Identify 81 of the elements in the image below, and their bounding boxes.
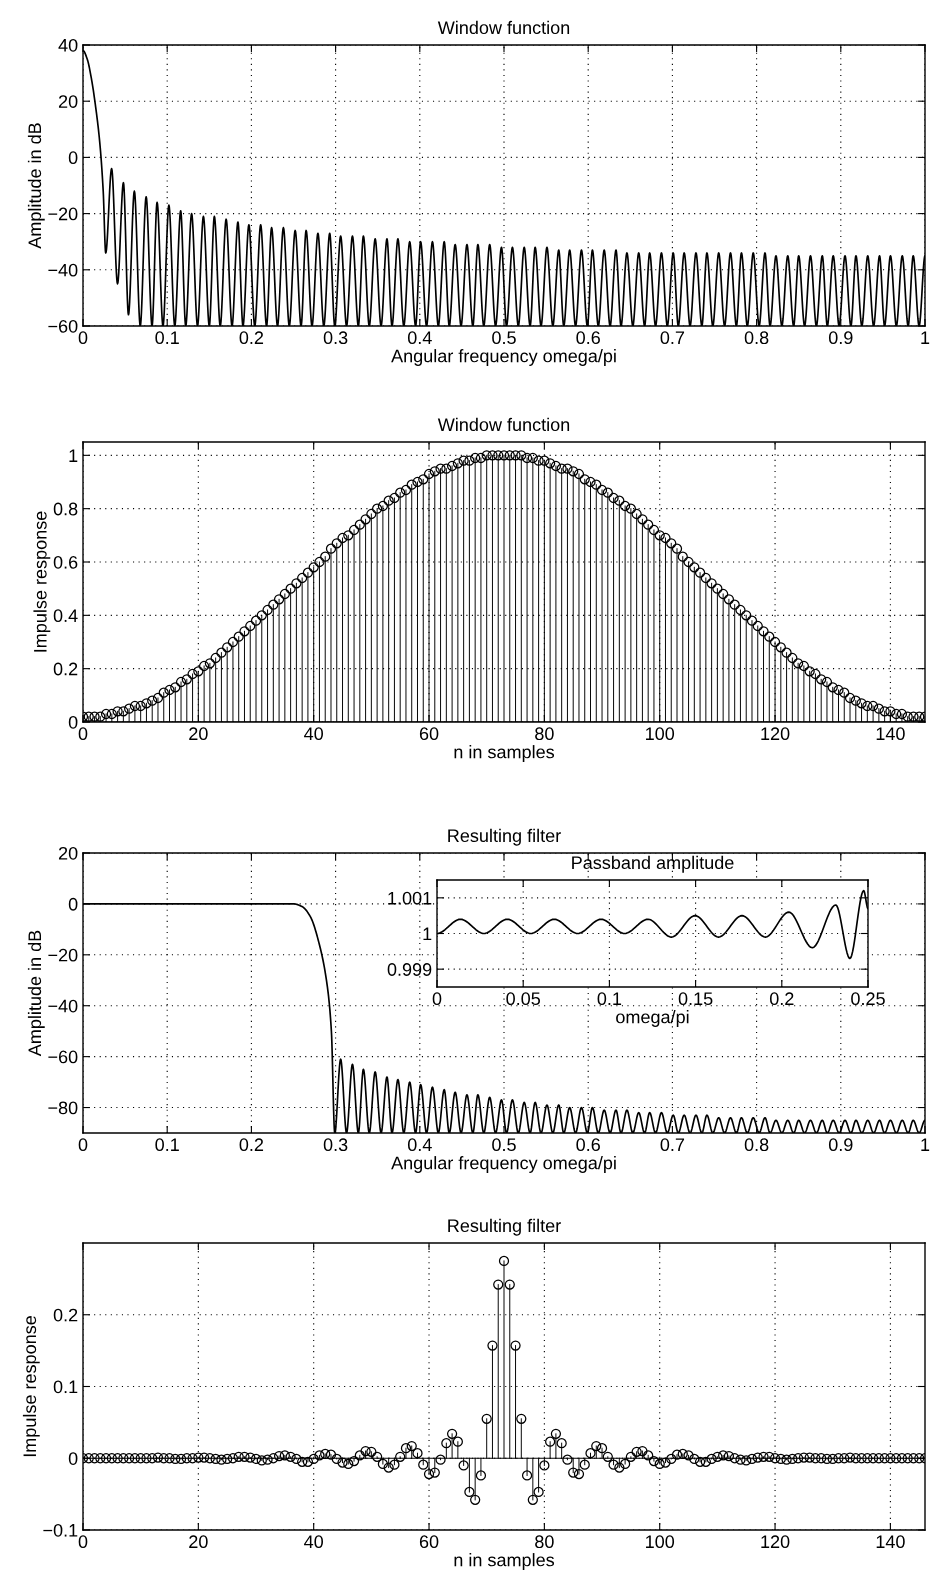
y-tick-label: 0.1 xyxy=(53,1380,78,1394)
x-tick-label: 1 xyxy=(921,1138,930,1151)
x-tick-label: 0.1 xyxy=(155,1138,179,1152)
x-tick-label: 140 xyxy=(876,727,905,741)
x-tick-label: 60 xyxy=(419,1535,439,1549)
y-tick-label: 1.001 xyxy=(388,891,432,905)
x-tick-label: 0.8 xyxy=(744,331,769,345)
x-tick-label: 40 xyxy=(304,1535,324,1549)
x-tick-label: 0.2 xyxy=(239,1138,264,1152)
x-tick-label: 140 xyxy=(876,1535,905,1549)
chart-title: Resulting filter xyxy=(448,828,561,846)
x-axis-title: n in samples xyxy=(454,745,555,762)
x-tick-label: 0 xyxy=(432,992,442,1006)
x-tick-label: 0.7 xyxy=(660,331,685,345)
y-tick-label: −0.1 xyxy=(43,1523,78,1537)
y-tick-label: 0.6 xyxy=(53,555,78,569)
x-tick-label: 100 xyxy=(646,727,675,741)
x-tick-label: 0 xyxy=(78,331,88,345)
x-tick-label: 0 xyxy=(78,1138,88,1152)
x-tick-label: 20 xyxy=(189,727,208,741)
x-tick-label: 120 xyxy=(761,1535,790,1549)
y-tick-label: −20 xyxy=(48,948,78,962)
x-tick-label: 60 xyxy=(419,727,439,741)
x-tick-label: 40 xyxy=(304,727,324,741)
x-tick-label: 0.25 xyxy=(851,992,885,1006)
y-tick-label: 0 xyxy=(68,897,78,911)
y-tick-label: 1 xyxy=(423,927,432,941)
x-tick-label: 0.5 xyxy=(492,331,516,345)
y-tick-label: 0.8 xyxy=(53,502,78,516)
chart-title: Window function xyxy=(437,20,570,35)
y-tick-label: 1 xyxy=(69,449,78,462)
y-tick-label: −20 xyxy=(48,207,78,221)
chart-title: Window function xyxy=(437,417,570,432)
x-axis-title: Angular frequency omega/pi xyxy=(391,349,616,366)
y-tick-label: 0.2 xyxy=(53,662,78,676)
y-axis-title: Amplitude in dB xyxy=(27,123,45,249)
x-tick-label: 0 xyxy=(78,727,88,741)
x-tick-label: 0.05 xyxy=(506,992,541,1006)
chart-title: Resulting filter xyxy=(448,1218,561,1236)
y-tick-label: −40 xyxy=(48,263,78,277)
x-tick-label: 80 xyxy=(535,727,554,741)
y-axis-title: Impulse response xyxy=(33,511,51,652)
y-tick-label: −60 xyxy=(48,319,78,333)
x-tick-label: 0.9 xyxy=(828,1138,853,1152)
x-axis-title: omega/pi xyxy=(616,1010,689,1027)
x-tick-label: 0.3 xyxy=(323,331,348,345)
y-tick-label: 0 xyxy=(68,151,78,165)
y-tick-label: −80 xyxy=(48,1101,78,1115)
y-tick-label: 20 xyxy=(58,846,78,860)
y-axis-title: Amplitude in dB xyxy=(27,930,45,1057)
x-tick-label: 0 xyxy=(78,1535,88,1549)
x-tick-label: 20 xyxy=(189,1535,208,1549)
y-tick-label: 20 xyxy=(58,95,78,108)
x-tick-label: 0.7 xyxy=(660,1138,685,1152)
x-tick-label: 0.8 xyxy=(744,1138,769,1152)
x-tick-label: 100 xyxy=(646,1535,675,1549)
x-tick-label: 0.15 xyxy=(678,992,713,1006)
y-axis-title: Impulse response xyxy=(22,1316,40,1457)
y-tick-label: 0.2 xyxy=(53,1308,78,1322)
x-tick-label: 0.1 xyxy=(597,992,622,1006)
x-tick-label: 0.2 xyxy=(239,331,264,345)
x-tick-label: 120 xyxy=(761,727,790,741)
y-tick-label: −60 xyxy=(48,1050,78,1064)
y-tick-label: −40 xyxy=(48,999,78,1013)
y-tick-label: 40 xyxy=(58,38,78,52)
x-tick-label: 80 xyxy=(535,1535,554,1549)
x-tick-label: 0.5 xyxy=(492,1138,516,1152)
x-axis-title: n in samples xyxy=(454,1553,555,1570)
x-tick-label: 1 xyxy=(921,331,930,344)
x-tick-label: 0.3 xyxy=(323,1138,348,1152)
y-tick-label: 0.999 xyxy=(387,963,432,976)
y-tick-label: 0.4 xyxy=(53,609,78,623)
y-tick-label: 0 xyxy=(68,715,78,729)
x-axis-title: Angular frequency omega/pi xyxy=(391,1156,616,1173)
x-tick-label: 0.6 xyxy=(576,1138,600,1152)
x-tick-label: 0.2 xyxy=(769,992,794,1006)
x-tick-label: 0.1 xyxy=(155,331,179,345)
y-tick-label: 0 xyxy=(68,1452,78,1465)
x-tick-label: 0.9 xyxy=(828,331,853,345)
chart-title: Passband amplitude xyxy=(572,855,734,873)
x-tick-label: 0.6 xyxy=(576,331,600,345)
